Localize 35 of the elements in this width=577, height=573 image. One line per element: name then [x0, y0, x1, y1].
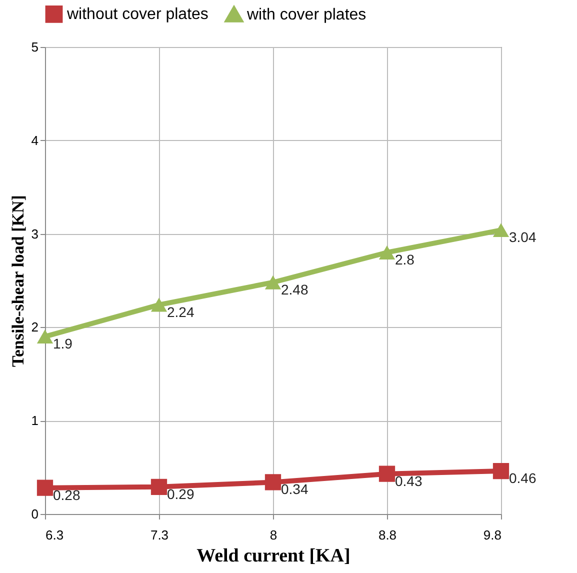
- x-tick-label: 6.3: [46, 528, 64, 542]
- point: [150, 298, 168, 312]
- y-tick-label: 2: [31, 320, 38, 335]
- data-label: 2.24: [167, 304, 194, 320]
- point: [492, 462, 510, 480]
- y-tick-label: 4: [31, 132, 38, 148]
- y-axis-title: Tensile-shear load [KN]: [8, 195, 28, 367]
- x-tick-label: 8: [270, 528, 278, 542]
- data-label: 0.29: [167, 486, 194, 502]
- point: [264, 275, 282, 290]
- point: [150, 478, 168, 495]
- point: [36, 480, 54, 496]
- data-label: 2.48: [281, 281, 308, 298]
- data-label: 0.43: [395, 472, 422, 489]
- point: [378, 466, 396, 482]
- point: [264, 474, 282, 490]
- y-tick-label: 3: [31, 226, 38, 242]
- data-label: 0.34: [281, 481, 308, 498]
- point: [492, 223, 510, 238]
- x-tick-label: 9.8: [483, 528, 502, 542]
- legend-label: with cover plates: [246, 6, 366, 24]
- data-label: 0.46: [509, 470, 536, 486]
- legend-label: without cover plates: [66, 6, 208, 24]
- data-label: 1.9: [53, 336, 73, 352]
- point: [36, 330, 54, 344]
- point: [378, 246, 396, 260]
- y-tick-label: 5: [31, 40, 38, 54]
- x-tick-label: 7.3: [150, 528, 169, 542]
- x-tick-label: 8.8: [378, 528, 397, 542]
- data-label: 0.28: [53, 486, 80, 503]
- x-axis-title: Weld current [KA]: [196, 546, 350, 566]
- y-tick-label: 0: [31, 506, 38, 522]
- data-label: 2.8: [395, 251, 415, 268]
- y-tick-label: 1: [31, 413, 38, 428]
- data-label: 3.04: [509, 229, 536, 246]
